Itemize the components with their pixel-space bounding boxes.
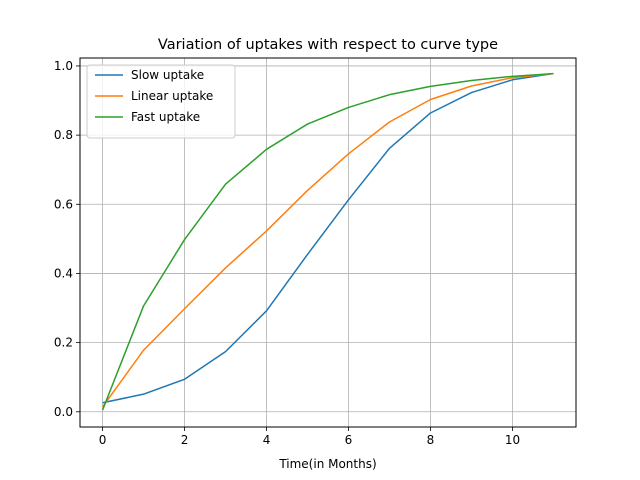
legend: Slow uptake Linear uptake Fast uptake (86, 64, 236, 139)
x-tick-label: 6 (345, 433, 353, 447)
y-tick-label: 0.2 (54, 336, 73, 350)
y-tick-label: 0.8 (54, 128, 73, 142)
series-lines (101, 72, 554, 411)
legend-label: Fast uptake (131, 110, 200, 124)
x-tick-label: 10 (505, 433, 520, 447)
y-tick-label: 1.0 (54, 59, 73, 73)
x-axis-ticks: 0 2 4 6 8 10 (99, 427, 520, 447)
x-tick-label: 8 (427, 433, 435, 447)
series-line-linear-uptake (101, 72, 554, 408)
y-tick-label: 0.4 (54, 266, 73, 280)
series-line-slow-uptake (102, 72, 554, 404)
x-tick-label: 2 (181, 433, 189, 447)
legend-label: Linear uptake (131, 89, 213, 103)
legend-box (86, 64, 236, 139)
y-tick-label: 0.6 (54, 197, 73, 211)
chart-title: Variation of uptakes with respect to cur… (158, 37, 498, 53)
x-tick-label: 0 (99, 433, 107, 447)
legend-label: Slow uptake (131, 68, 204, 82)
x-axis-label: Time(in Months) (278, 457, 376, 471)
y-tick-label: 0.0 (54, 405, 73, 419)
y-axis-ticks: 0.0 0.2 0.4 0.6 0.8 1.0 (54, 59, 80, 419)
x-tick-label: 4 (263, 433, 271, 447)
series-line-fast-uptake (101, 72, 554, 411)
plot-frame (79, 57, 577, 428)
